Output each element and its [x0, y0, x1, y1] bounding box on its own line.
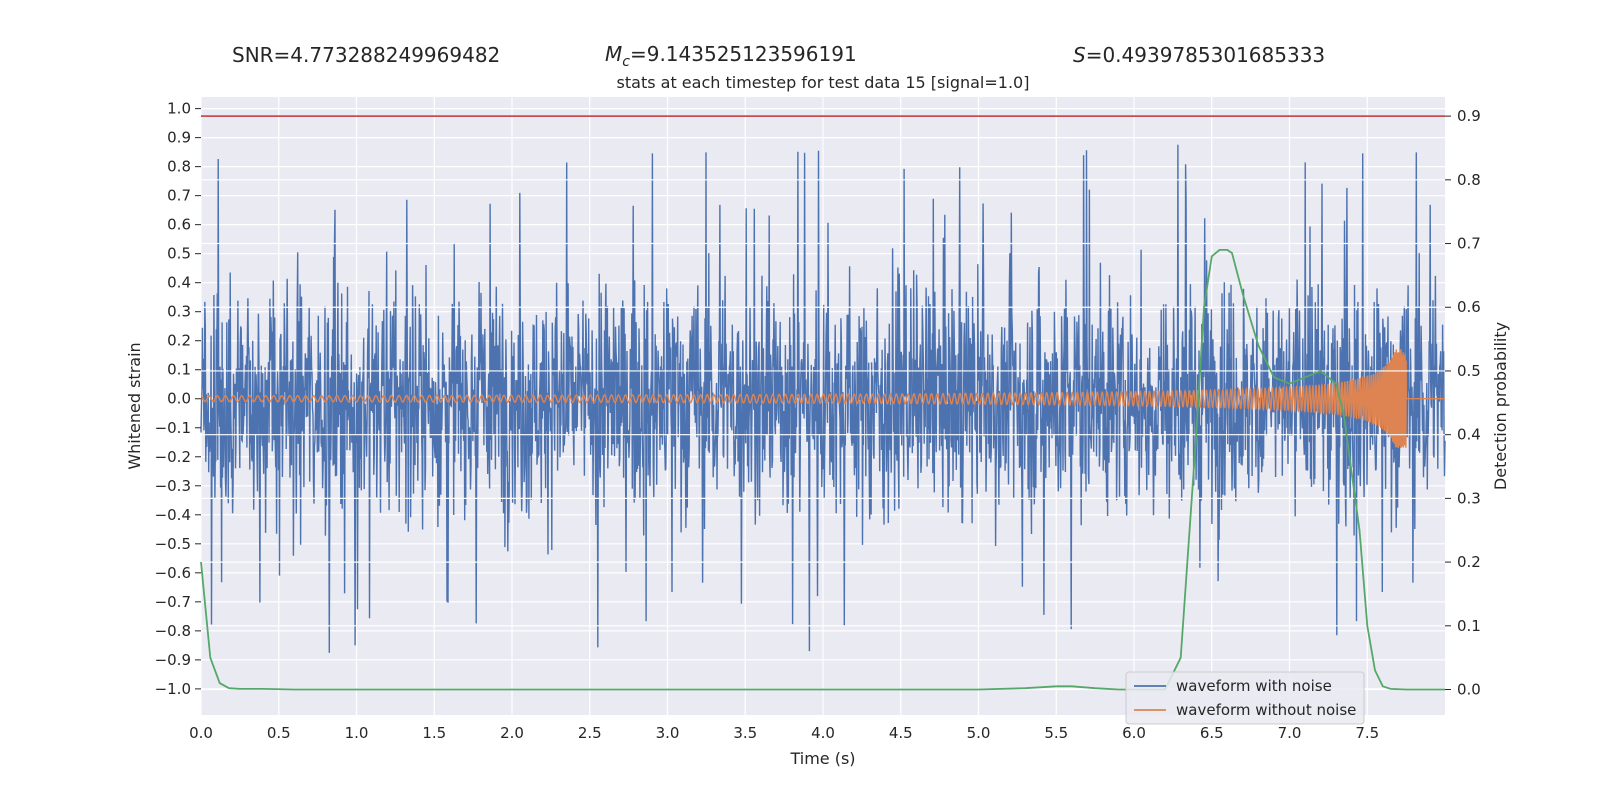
left-tick-label: 0.0 [167, 390, 191, 408]
right-tick-label: 0.0 [1457, 681, 1481, 699]
snr-stat: SNR=4.773288249969482 [232, 43, 500, 67]
x-tick-label: 4.0 [811, 724, 835, 742]
left-tick-label: 0.1 [167, 361, 191, 379]
right-tick-label: 0.7 [1457, 235, 1481, 253]
left-tick-label: −0.1 [155, 419, 191, 437]
left-tick-label: −0.7 [155, 593, 191, 611]
right-tick-label: 0.2 [1457, 553, 1481, 571]
right-tick-label: 0.4 [1457, 426, 1481, 444]
x-tick-label: 3.0 [656, 724, 680, 742]
left-axis-label: Whitened strain [125, 342, 144, 469]
x-tick-label: 2.5 [578, 724, 602, 742]
left-tick-label: −0.9 [155, 651, 191, 669]
left-tick-label: 0.6 [167, 216, 191, 234]
left-axis-ticks: 1.0 0.9 0.8 0.7 0.6 0.5 0.4 0.3 0.2 0.1 0.0 −0.1 −0.… [155, 100, 201, 698]
s-value: =0.4939785301685333 [1086, 43, 1325, 67]
x-tick-label: 5.0 [967, 724, 991, 742]
x-tick-label: 5.5 [1044, 724, 1068, 742]
legend-label-clean: waveform without noise [1176, 701, 1356, 719]
legend: waveform with noise waveform without noi… [1125, 671, 1365, 725]
mc-value: =9.143525123596191 [630, 42, 857, 66]
right-tick-label: 0.6 [1457, 298, 1481, 316]
mc-subscript: c [622, 54, 630, 70]
legend-label-noise: waveform with noise [1176, 677, 1332, 695]
left-tick-label: 0.4 [167, 274, 191, 292]
mc-stat: Mc=9.143525123596191 [605, 42, 857, 70]
right-tick-label: 0.8 [1457, 171, 1481, 189]
right-tick-label: 0.3 [1457, 489, 1481, 507]
left-tick-label: 0.9 [167, 129, 191, 147]
x-axis-ticks: 0.0 0.5 1.0 1.5 2.0 2.5 3.0 3.5 4.0 4.5 5.0 5.5 6.0 6… [189, 724, 1379, 742]
left-tick-label: 0.5 [167, 245, 191, 263]
legend-box [1125, 671, 1365, 725]
x-tick-label: 3.5 [733, 724, 757, 742]
detection-probability-line [200, 249, 1445, 691]
x-tick-label: 7.0 [1278, 724, 1302, 742]
left-tick-label: 0.3 [167, 303, 191, 321]
right-axis-ticks: 0.9 0.8 0.7 0.6 0.5 0.4 0.3 0.2 0.1 0.0 [1445, 107, 1481, 699]
x-axis-label: Time (s) [789, 749, 855, 768]
s-stat: S=0.4939785301685333 [1073, 43, 1325, 67]
chart-title: stats at each timestep for test data 15 … [617, 73, 1030, 92]
x-tick-label: 4.5 [889, 724, 913, 742]
x-tick-label: 7.5 [1355, 724, 1379, 742]
left-tick-label: 0.8 [167, 158, 191, 176]
left-tick-label: 0.2 [167, 332, 191, 350]
x-tick-label: 1.0 [345, 724, 369, 742]
left-tick-label: −0.3 [155, 477, 191, 495]
x-tick-label: 2.0 [500, 724, 524, 742]
left-tick-label: −0.4 [155, 506, 191, 524]
x-tick-label: 1.5 [422, 724, 446, 742]
s-symbol: S [1073, 43, 1086, 67]
right-axis-label: Detection probability [1491, 322, 1510, 490]
x-tick-label: 6.0 [1122, 724, 1146, 742]
left-tick-label: 0.7 [167, 187, 191, 205]
x-tick-label: 6.5 [1200, 724, 1224, 742]
waveform-without-noise-line [200, 349, 1445, 449]
right-tick-label: 0.1 [1457, 617, 1481, 635]
x-tick-label: 0.0 [189, 724, 213, 742]
left-tick-label: −0.5 [155, 535, 191, 553]
x-tick-label: 0.5 [267, 724, 291, 742]
left-tick-label: −0.6 [155, 564, 191, 582]
mc-symbol: M [605, 42, 622, 66]
left-tick-label: 1.0 [167, 100, 191, 118]
chirp-trace [200, 349, 1445, 449]
left-tick-label: −0.8 [155, 622, 191, 640]
left-tick-label: −1.0 [155, 680, 191, 698]
right-tick-label: 0.5 [1457, 362, 1481, 380]
right-tick-label: 0.9 [1457, 107, 1481, 125]
left-tick-label: −0.2 [155, 448, 191, 466]
